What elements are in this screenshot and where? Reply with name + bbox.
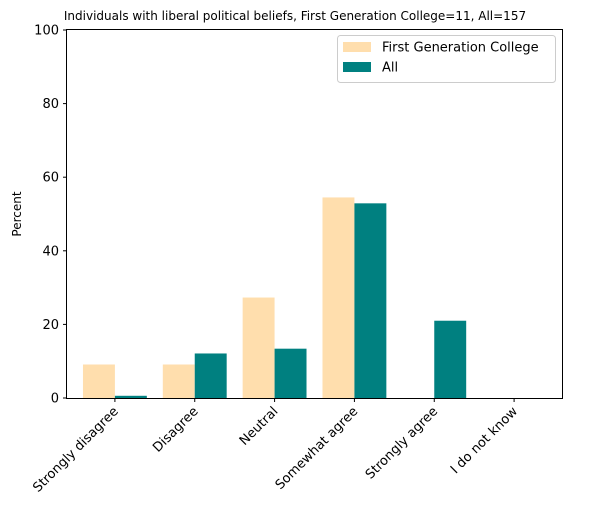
y-axis-ticks: 0 20 40 60 80 100 xyxy=(34,24,67,407)
y-tick-label: 40 xyxy=(42,244,59,259)
bar-all-4 xyxy=(434,320,467,398)
bar-first-gen-3 xyxy=(322,197,355,398)
y-tick-label: 80 xyxy=(42,97,59,112)
bar-first-gen-2 xyxy=(242,297,275,398)
y-tick-label: 60 xyxy=(42,171,59,186)
chart-title: Individuals with liberal political belie… xyxy=(64,9,526,23)
legend-label: All xyxy=(382,61,398,76)
bar-all-2 xyxy=(274,348,307,398)
legend-label: First Generation College xyxy=(382,41,539,56)
y-tick-label: 0 xyxy=(51,392,59,407)
x-tick-label: Strongly disagree xyxy=(30,404,121,495)
bar-first-gen-0 xyxy=(82,364,115,398)
x-tick-label: Strongly agree xyxy=(363,404,441,482)
legend-swatch xyxy=(343,62,371,72)
x-axis-ticks: Strongly disagree Disagree NeutralSomewhat… xyxy=(30,398,521,496)
x-tick-label: I do not know xyxy=(448,404,521,477)
legend-swatch xyxy=(343,42,371,52)
plot-frame xyxy=(66,29,563,399)
x-tick-label: Somewhat agree xyxy=(273,404,362,493)
bar-first-gen-1 xyxy=(162,364,195,398)
x-tick-label: Disagree xyxy=(150,404,201,455)
y-axis-label: Percent xyxy=(10,191,24,236)
legend-box xyxy=(337,35,556,83)
bar-all-1 xyxy=(194,353,227,398)
bar-all-3 xyxy=(354,203,387,398)
y-tick-label: 20 xyxy=(42,318,59,333)
legend: First Generation College All xyxy=(337,35,556,83)
y-tick-label: 100 xyxy=(34,24,59,39)
bar-all-0 xyxy=(114,395,147,398)
x-tick-label: Neutral xyxy=(237,404,282,449)
bars-group xyxy=(82,197,467,398)
